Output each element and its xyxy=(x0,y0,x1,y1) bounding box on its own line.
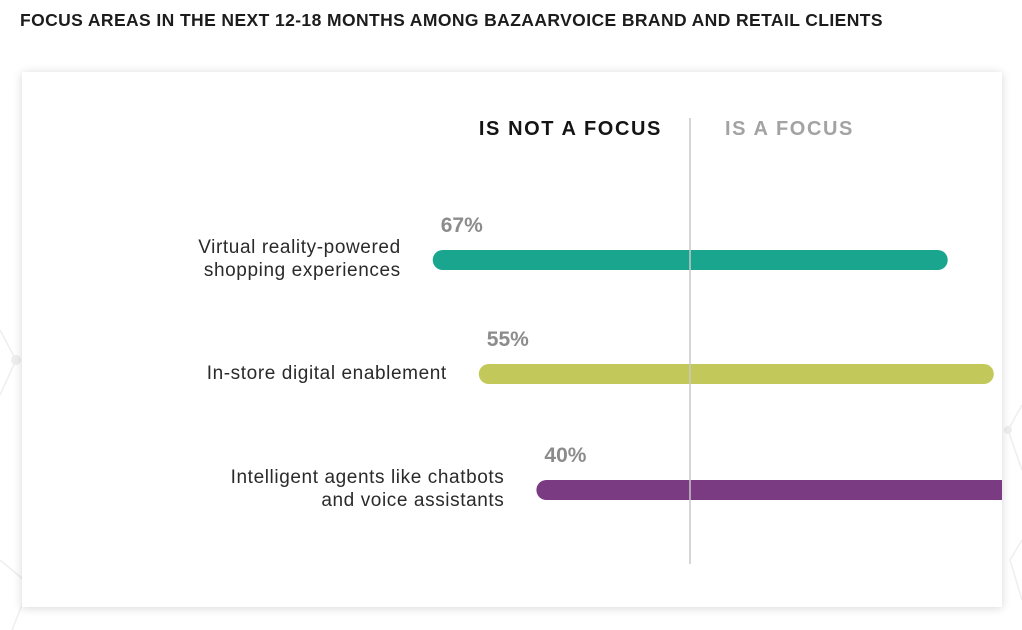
bar-3 xyxy=(536,480,1002,500)
chart-plot xyxy=(432,118,1002,564)
value-label-3: 40% xyxy=(544,444,587,467)
category-label-line: Virtual reality-powered xyxy=(198,237,401,258)
category-label-1: Virtual reality-powered shopping experien… xyxy=(198,236,400,282)
page-title: FOCUS AREAS IN THE NEXT 12-18 MONTHS AMO… xyxy=(20,10,883,30)
category-label-line: Intelligent agents like chatbots xyxy=(230,467,505,488)
category-label-2: In-store digital enablement xyxy=(207,362,447,385)
category-label-line: and voice assistants xyxy=(321,490,505,511)
bar-2 xyxy=(478,364,994,384)
category-label-3: Intelligent agents like chatbots and voic… xyxy=(231,466,505,512)
category-label-line: In-store digital enablement xyxy=(206,362,447,384)
category-label-line: shopping experiences xyxy=(203,260,401,281)
legend-is-a-focus: IS A FOCUS xyxy=(725,118,854,140)
chart-card: IS NOT A FOCUS IS A FOCUS 67% Virtual rea… xyxy=(22,72,1002,607)
value-label-1: 67% xyxy=(440,214,483,237)
value-label-2: 55% xyxy=(486,328,529,351)
legend-not-a-focus: IS NOT A FOCUS xyxy=(478,118,662,140)
